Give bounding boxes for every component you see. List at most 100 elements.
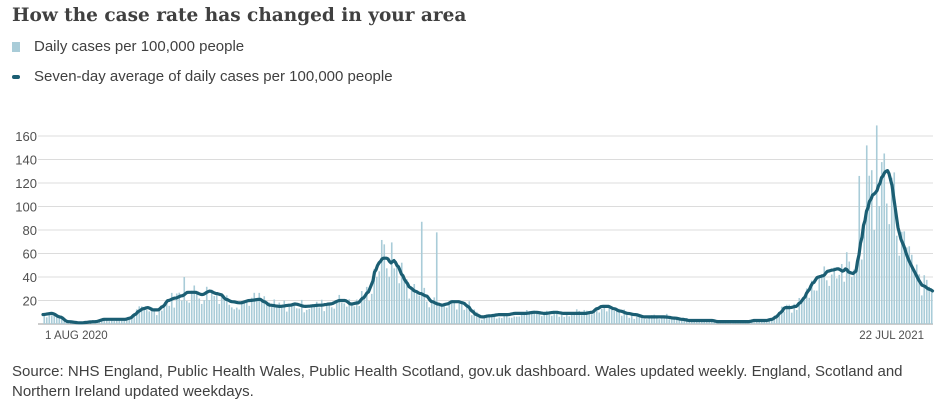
daily-case-bar <box>643 318 646 324</box>
daily-case-bar <box>45 317 48 324</box>
daily-case-bar <box>720 323 723 324</box>
daily-case-bar <box>633 318 636 324</box>
daily-case-bar <box>388 276 391 324</box>
daily-case-bar <box>630 314 633 324</box>
daily-case-bar <box>358 305 361 324</box>
daily-case-bar <box>180 300 183 324</box>
daily-case-bar <box>368 300 371 324</box>
daily-case-bar <box>175 293 178 324</box>
daily-case-bar <box>578 310 581 324</box>
daily-case-bar <box>695 320 698 324</box>
daily-case-bar <box>228 304 231 324</box>
daily-case-bar <box>795 310 798 324</box>
daily-case-bar <box>923 275 926 324</box>
daily-case-bar <box>48 314 51 324</box>
y-tick-label: 160 <box>15 129 37 144</box>
daily-case-bar <box>338 294 341 324</box>
daily-case-bar <box>853 269 856 324</box>
daily-case-bar <box>713 321 716 324</box>
daily-case-bar <box>510 317 513 324</box>
daily-case-bar <box>645 319 648 324</box>
daily-case-bar <box>835 278 838 324</box>
legend-seven-day-average-label: Seven-day average of daily cases per 100… <box>34 68 393 85</box>
daily-case-bar <box>373 268 376 324</box>
daily-case-bar <box>785 304 788 324</box>
daily-case-bar <box>878 205 881 324</box>
daily-case-bar <box>43 314 46 324</box>
daily-case-bar <box>675 319 678 324</box>
daily-case-bar <box>758 320 761 324</box>
daily-case-bar <box>310 307 313 324</box>
daily-case-bar <box>493 313 496 324</box>
legend-seven-day-average: Seven-day average of daily cases per 100… <box>12 68 393 85</box>
daily-case-bar <box>270 307 273 324</box>
y-tick-label: 120 <box>15 176 37 191</box>
daily-case-bar <box>393 268 396 324</box>
x-start-label: 1 AUG 2020 <box>45 330 108 342</box>
y-tick-label: 20 <box>23 294 37 309</box>
daily-case-bar <box>638 315 641 324</box>
daily-case-bar <box>113 320 116 324</box>
daily-case-bar <box>823 266 826 324</box>
daily-case-bar <box>520 314 523 324</box>
daily-case-bar <box>673 317 676 324</box>
daily-case-bar <box>608 305 611 324</box>
daily-case-bar <box>248 305 251 324</box>
daily-case-bar <box>888 224 891 324</box>
daily-case-bar <box>800 301 803 324</box>
daily-case-bar <box>825 280 828 324</box>
daily-case-bar <box>410 290 413 324</box>
daily-case-bar <box>770 318 773 324</box>
daily-case-bar <box>893 172 896 324</box>
daily-case-bar <box>680 318 683 324</box>
daily-case-bar <box>258 292 261 324</box>
daily-case-bar <box>918 274 921 324</box>
daily-case-bar <box>480 319 483 324</box>
daily-case-bar <box>375 276 378 324</box>
daily-case-bar <box>195 293 198 324</box>
x-end-label: 22 JUL 2021 <box>859 330 924 342</box>
daily-case-bar <box>863 223 866 324</box>
daily-case-bar <box>610 309 613 324</box>
daily-case-bar <box>243 300 246 324</box>
daily-case-bar <box>213 295 216 324</box>
daily-case-bar <box>263 296 266 324</box>
daily-case-bar <box>265 301 268 324</box>
daily-case-bar <box>840 264 843 324</box>
daily-case-bar <box>538 312 541 324</box>
daily-case-bar <box>285 311 288 324</box>
daily-case-bar <box>340 302 343 324</box>
daily-case-bar <box>448 302 451 324</box>
daily-case-bar <box>593 309 596 324</box>
daily-case-bar <box>920 295 923 324</box>
daily-case-bar <box>130 316 133 324</box>
daily-case-bar <box>463 309 466 324</box>
daily-case-bar <box>203 300 206 324</box>
daily-case-bar <box>580 315 583 324</box>
daily-case-bar <box>615 308 618 324</box>
daily-case-bar <box>50 315 53 324</box>
daily-case-bar <box>215 294 218 324</box>
daily-case-bar <box>490 315 493 324</box>
daily-case-bar <box>810 280 813 324</box>
daily-case-bar <box>730 323 733 324</box>
daily-case-bar <box>600 308 603 324</box>
daily-case-bar <box>670 317 673 324</box>
y-tick-label: 140 <box>15 153 37 168</box>
daily-case-bar <box>143 309 146 324</box>
chart-title: How the case rate has changed in your ar… <box>12 5 467 26</box>
daily-case-bar <box>273 299 276 324</box>
daily-case-bar <box>688 320 691 324</box>
daily-case-bar <box>238 309 241 324</box>
daily-case-bar <box>115 318 118 324</box>
daily-case-bar <box>308 308 311 324</box>
daily-case-bar <box>288 304 291 324</box>
daily-case-bar <box>233 309 236 324</box>
daily-case-bar <box>138 306 141 324</box>
daily-case-bar <box>250 297 253 324</box>
daily-case-bar <box>108 321 111 324</box>
daily-case-bar <box>255 299 258 324</box>
daily-case-bar <box>873 229 876 324</box>
daily-case-bar <box>430 302 433 324</box>
daily-case-bar <box>560 311 563 324</box>
